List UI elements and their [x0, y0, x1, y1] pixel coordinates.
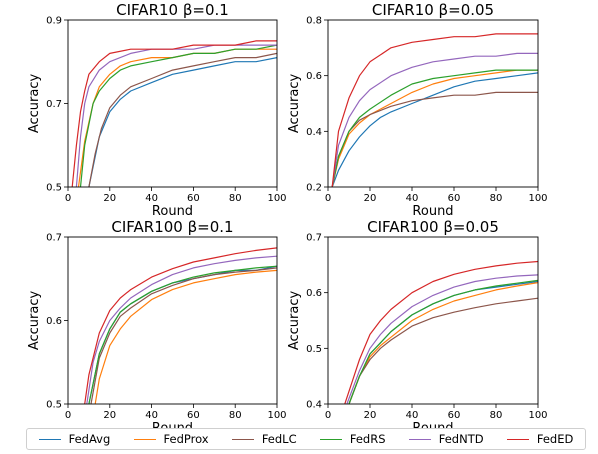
x-tick-label: 20: [103, 410, 116, 421]
y-axis-label: Accuracy: [287, 74, 302, 134]
chart-title: CIFAR10 β=0.1: [116, 1, 229, 19]
y-tick-label: 0.6: [46, 316, 62, 327]
x-tick-label: 20: [364, 410, 377, 421]
y-tick-label: 0.8: [306, 16, 322, 27]
legend-swatch: [319, 438, 342, 440]
legend-item-fedntd: FedNTD: [408, 432, 484, 446]
legend-label: FedProx: [163, 432, 209, 446]
x-tick-label: 100: [528, 193, 547, 204]
series-line-fedntd: [86, 255, 277, 404]
legend-swatch: [38, 438, 61, 440]
series-line-fedlc: [348, 297, 538, 404]
series-line-fedprox: [77, 48, 277, 187]
y-tick-label: 0.4: [306, 400, 322, 411]
legend-item-fedlc: FedLC: [231, 432, 297, 446]
x-tick-label: 0: [325, 193, 331, 204]
series-line-fedavg: [88, 57, 277, 187]
legend-swatch: [133, 438, 156, 440]
plot-frame: [327, 236, 539, 405]
y-tick-label: 0.5: [46, 400, 62, 411]
x-axis-label: Round: [412, 204, 453, 219]
y-tick-label: 0.6: [306, 71, 322, 82]
y-axis-label: Accuracy: [287, 291, 302, 351]
x-axis-label: Round: [152, 204, 193, 219]
series-line-fedrs: [79, 44, 277, 187]
series-line-feded: [71, 40, 277, 187]
legend-label: FedRS: [349, 432, 386, 446]
legend-item-fedavg: FedAvg: [38, 432, 111, 446]
x-tick-label: 40: [406, 410, 419, 421]
x-tick-label: 60: [187, 410, 200, 421]
series-line-fedavg: [331, 72, 538, 187]
series-line-fedprox: [331, 69, 538, 187]
x-tick-label: 0: [65, 410, 71, 421]
y-tick-label: 0.7: [46, 233, 62, 244]
y-tick-label: 0.4: [306, 127, 322, 138]
legend-item-fedprox: FedProx: [133, 432, 209, 446]
x-tick-label: 40: [145, 193, 158, 204]
x-tick-label: 100: [267, 193, 286, 204]
x-tick-label: 100: [528, 410, 547, 421]
legend-swatch: [231, 438, 254, 440]
x-tick-label: 80: [490, 193, 503, 204]
chart-title: CIFAR100 β=0.1: [111, 218, 233, 236]
y-tick-label: 0.5: [306, 344, 322, 355]
legend-swatch: [408, 438, 431, 440]
series-line-feded: [344, 260, 538, 404]
legend-swatch: [506, 438, 529, 440]
series-line-fedrs: [348, 279, 538, 404]
series-line-fedntd: [346, 274, 538, 404]
x-tick-label: 60: [448, 193, 461, 204]
y-tick-label: 0.9: [46, 16, 62, 27]
x-tick-label: 20: [103, 193, 116, 204]
series-group: [71, 40, 277, 187]
series-line-fedlc: [90, 267, 277, 404]
legend-item-feded: FedED: [506, 432, 574, 446]
y-tick-label: 0.5: [46, 183, 62, 194]
legend-label: FedAvg: [68, 432, 111, 446]
legend-label: FedED: [536, 432, 574, 446]
x-tick-label: 60: [187, 193, 200, 204]
series-line-fedrs: [88, 265, 277, 404]
x-tick-label: 80: [229, 410, 242, 421]
x-tick-label: 60: [448, 410, 461, 421]
y-tick-label: 0.7: [306, 233, 322, 244]
x-tick-label: 40: [145, 410, 158, 421]
series-line-fedlc: [331, 91, 538, 187]
plot-frame: [327, 19, 539, 188]
series-line-feded: [84, 247, 277, 404]
series-group: [331, 33, 538, 187]
chart-title: CIFAR10 β=0.05: [372, 1, 494, 19]
series-line-fedprox: [94, 269, 277, 404]
series-line-fedlc: [88, 52, 277, 187]
legend: FedAvg FedProx FedLC FedRS FedNTD FedED: [26, 428, 586, 450]
chart-title: CIFAR100 β=0.05: [367, 218, 499, 236]
series-group: [344, 260, 538, 404]
x-tick-label: 100: [267, 410, 286, 421]
y-axis-label: Accuracy: [27, 291, 42, 351]
chart-panel-1: 0 20 40 60 80 100 0.5 0.7 0.9 CIFAR10 β=0.1 Round A…: [27, 1, 287, 219]
legend-label: FedNTD: [438, 432, 484, 446]
series-line-fedrs: [331, 69, 538, 187]
series-line-feded: [331, 33, 538, 187]
x-tick-label: 80: [490, 410, 503, 421]
x-tick-label: 20: [364, 193, 377, 204]
x-tick-label: 0: [325, 410, 331, 421]
legend-item-fedrs: FedRS: [319, 432, 386, 446]
legend-label: FedLC: [261, 432, 297, 446]
series-line-fedprox: [348, 282, 538, 404]
series-line-fedntd: [331, 52, 538, 187]
y-tick-label: 0.2: [306, 183, 322, 194]
series-group: [84, 247, 277, 404]
y-tick-label: 0.7: [46, 99, 62, 110]
y-axis-label: Accuracy: [27, 74, 42, 134]
chart-panel-2: 0 20 40 60 80 100 0.2 0.4 0.6 0.8 CIFAR10 β=0.05 Ro…: [287, 1, 548, 219]
y-tick-label: 0.6: [306, 288, 322, 299]
x-tick-label: 0: [65, 193, 71, 204]
x-tick-label: 80: [229, 193, 242, 204]
x-tick-label: 40: [406, 193, 419, 204]
